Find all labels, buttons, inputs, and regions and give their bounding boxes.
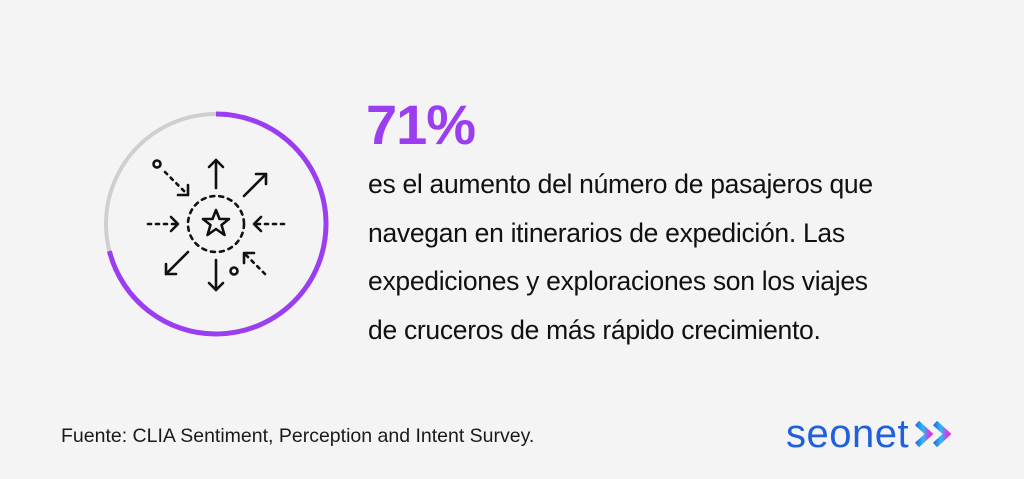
source-citation: Fuente: CLIA Sentiment, Perception and I…: [61, 425, 535, 447]
ring-progress: [103, 111, 329, 337]
progress-ring: [100, 108, 332, 340]
stat-description: es el aumento del número de pasajeros qu…: [368, 169, 873, 345]
stat-value: 71%: [366, 93, 476, 156]
star-burst-arrows-icon: [146, 158, 286, 292]
brand-name: seonet: [786, 412, 910, 456]
brand-logo: seonet: [786, 410, 957, 458]
double-chevron-icon: [915, 420, 952, 448]
